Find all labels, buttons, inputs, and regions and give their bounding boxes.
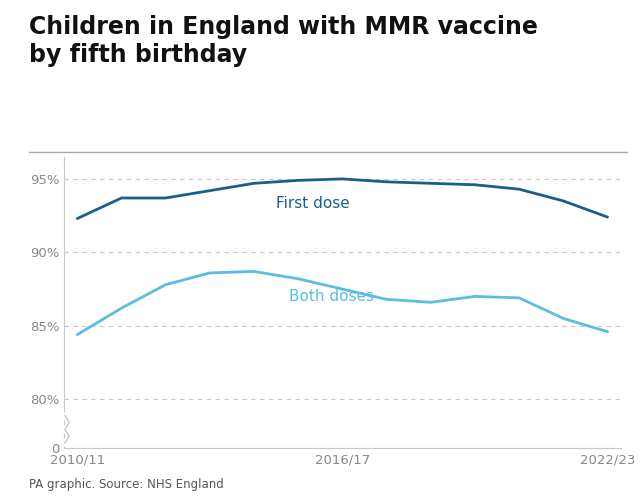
Text: Both doses: Both doses — [289, 289, 374, 304]
Text: First dose: First dose — [276, 196, 350, 211]
Text: Children in England with MMR vaccine
by fifth birthday: Children in England with MMR vaccine by … — [29, 15, 538, 67]
Text: PA graphic. Source: NHS England: PA graphic. Source: NHS England — [29, 478, 223, 491]
